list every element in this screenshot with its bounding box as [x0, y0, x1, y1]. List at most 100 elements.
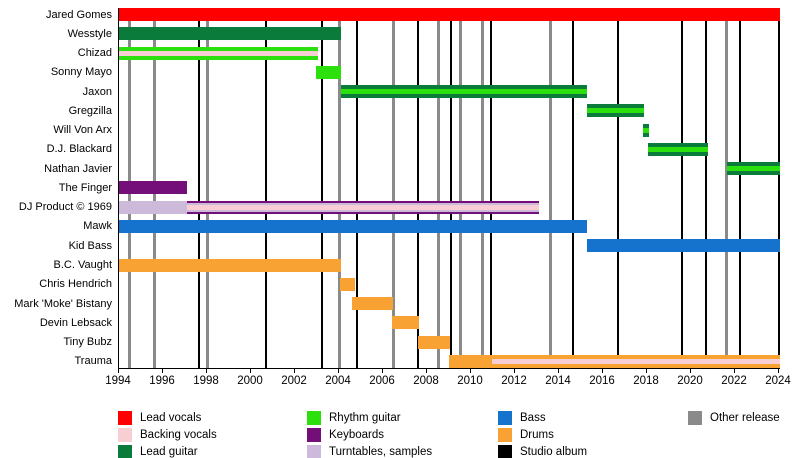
x-tick-label: 2018 [633, 375, 659, 387]
legend-swatch-bass [498, 411, 512, 425]
legend-label: Studio album [520, 446, 588, 458]
x-tick-label: 2024 [765, 375, 791, 387]
member-bar-bass [118, 219, 587, 233]
x-axis-tick [118, 369, 119, 373]
member-bar-rhythm_guitar [647, 146, 709, 152]
other-release-line [437, 8, 441, 368]
member-bar-drums [418, 335, 450, 349]
legend-swatch-lead_guitar [118, 445, 132, 458]
x-tick-label: 2010 [457, 375, 483, 387]
studio-album-line [681, 8, 684, 368]
other-release-line [205, 8, 209, 368]
member-label: B.C. Vaught [53, 259, 113, 271]
member-bar-drums [339, 277, 355, 291]
x-axis-tick [602, 369, 603, 373]
x-axis-tick [338, 369, 339, 373]
member-label: Jared Gomes [45, 8, 112, 21]
x-axis-tick [690, 369, 691, 373]
member-bar-rhythm_guitar [726, 166, 781, 172]
x-tick-label: 2000 [237, 375, 263, 387]
x-axis-tick [558, 369, 559, 373]
other-release-line [725, 8, 729, 368]
other-release-line [391, 8, 395, 368]
member-bar-bass [586, 239, 781, 253]
member-label: Wesstyle [67, 27, 112, 40]
member-label: Devin Lebsack [39, 316, 112, 329]
legend-swatch-keyboards [307, 428, 321, 442]
member-bar-backing_vocals [118, 50, 318, 56]
x-axis-tick [734, 369, 735, 373]
x-axis-tick [382, 369, 383, 373]
legend-swatch-backing_vocals [118, 428, 132, 442]
member-bar-rhythm_guitar [586, 108, 645, 114]
member-bar-backing_vocals [492, 358, 781, 364]
legend-swatch-lead_vocals [118, 411, 132, 425]
studio-album-line [571, 8, 574, 368]
member-bar-lead_guitar [118, 27, 341, 41]
studio-album-line [355, 8, 358, 368]
x-axis-line [118, 368, 781, 369]
studio-album-line [778, 8, 781, 368]
studio-album-line [738, 8, 741, 368]
legend-label: Other release [710, 412, 780, 424]
studio-album-line [617, 8, 620, 368]
legend-swatch-rhythm_guitar [307, 411, 321, 425]
member-label: DJ Product © 1969 [18, 201, 112, 214]
member-label: Sonny Mayo [50, 66, 112, 79]
member-label: Gregzilla [68, 104, 112, 117]
legend-label: Bass [520, 412, 546, 424]
x-axis-tick [514, 369, 515, 373]
x-tick-label: 2014 [545, 375, 571, 387]
member-bar-lead_vocals [118, 8, 781, 21]
studio-album-line [265, 8, 268, 368]
studio-album-line [197, 8, 200, 368]
legend-label: Backing vocals [140, 429, 217, 441]
x-tick-label: 2004 [325, 375, 351, 387]
legend-label: Lead guitar [140, 446, 198, 458]
member-bar-turntables_samples [118, 200, 188, 214]
studio-album-line [450, 8, 453, 368]
legend-label: Turntables, samples [329, 446, 433, 458]
y-axis-line [118, 8, 119, 368]
member-label: Kid Bass [68, 239, 112, 252]
x-axis-tick [426, 369, 427, 373]
x-tick-label: 2012 [501, 375, 527, 387]
x-axis-tick [206, 369, 207, 373]
studio-album-line [489, 8, 492, 368]
member-labels-column: Jared Gomes Wesstyle Chizad Sonny Mayo Jaxon… [0, 0, 118, 370]
legend-label: Drums [520, 429, 554, 441]
legend-label: Lead vocals [140, 412, 202, 424]
x-tick-label: 1996 [149, 375, 175, 387]
x-tick-label: 1994 [105, 375, 131, 387]
member-label: Jaxon [82, 85, 112, 98]
x-axis-tick [646, 369, 647, 373]
member-label: Mawk [83, 220, 112, 233]
member-bar-drums [352, 297, 393, 311]
x-axis-tick [470, 369, 471, 373]
studio-album-line [705, 8, 708, 368]
x-axis-tick [250, 369, 251, 373]
member-label: The Finger [58, 181, 112, 194]
member-label: Tiny Bubz [63, 336, 112, 349]
member-bar-keyboards [118, 181, 188, 195]
other-release-line [458, 8, 462, 368]
member-bar-rhythm_guitar [642, 127, 650, 133]
member-bar-backing_vocals [187, 204, 540, 210]
x-tick-label: 2002 [281, 375, 307, 387]
legend-swatch-other_release [688, 411, 702, 425]
member-label: Trauma [74, 355, 113, 368]
x-tick-label: 2022 [721, 375, 747, 387]
other-release-line [549, 8, 553, 368]
x-tick-label: 1998 [193, 375, 219, 387]
x-tick-label: 2008 [413, 375, 439, 387]
member-label: Nathan Javier [44, 162, 112, 175]
x-axis-tick [778, 369, 779, 373]
member-label: D.J. Blackard [46, 143, 112, 156]
legend-label: Keyboards [329, 429, 384, 441]
x-tick-label: 2016 [589, 375, 615, 387]
x-axis-tick [162, 369, 163, 373]
